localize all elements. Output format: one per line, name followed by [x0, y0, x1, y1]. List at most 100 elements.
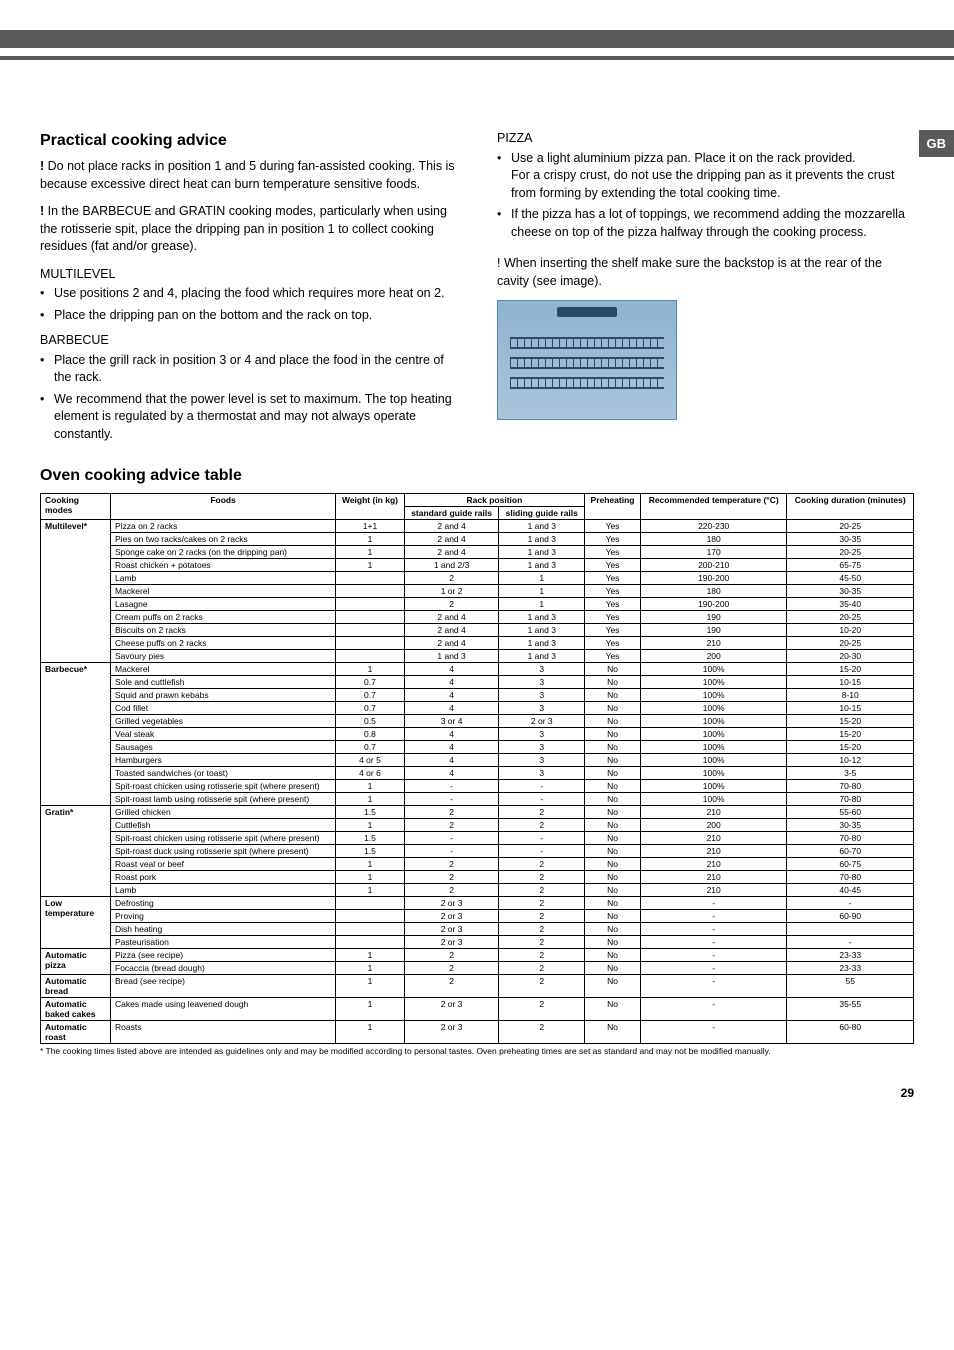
table-cell: 1 and 3: [499, 559, 585, 572]
table-cell: 15-20: [787, 663, 914, 676]
table-cell: Yes: [585, 546, 641, 559]
table-row: Gratin*Grilled chicken1.522No21055-60: [41, 806, 914, 819]
table-cell: -: [499, 845, 585, 858]
cavity-handle: [557, 307, 617, 317]
table-cell: 1: [499, 585, 585, 598]
table-cell: 4: [404, 689, 499, 702]
table-cell: No: [585, 806, 641, 819]
table-cell: 20-25: [787, 611, 914, 624]
table-cell: 4: [404, 741, 499, 754]
table-row: Roast veal or beef122No21060-75: [41, 858, 914, 871]
table-cell: 2: [499, 910, 585, 923]
table-cell: No: [585, 819, 641, 832]
table-cell: 100%: [640, 741, 787, 754]
table-cell: 65-75: [787, 559, 914, 572]
table-cell: 2 or 3: [404, 923, 499, 936]
page-number: 29: [40, 1086, 914, 1100]
table-cell: No: [585, 975, 641, 998]
table-cell: 2 and 4: [404, 624, 499, 637]
table-cell: 60-75: [787, 858, 914, 871]
table-cell: No: [585, 715, 641, 728]
table-row: Automatic baked cakesCakes made using le…: [41, 998, 914, 1021]
table-cell: 23-33: [787, 962, 914, 975]
table-cell: -: [499, 793, 585, 806]
cavity-rack: [510, 357, 664, 369]
table-cell: No: [585, 767, 641, 780]
table-cell: 2 and 4: [404, 637, 499, 650]
table-cell: Veal steak: [111, 728, 336, 741]
mode-cell: Multilevel*: [41, 520, 111, 663]
table-cell: 2 and 4: [404, 520, 499, 533]
table-cell: 180: [640, 533, 787, 546]
table-cell: 4 or 5: [336, 754, 405, 767]
table-cell: 1: [336, 780, 405, 793]
table-cell: Defrosting: [111, 897, 336, 910]
table-cell: 4: [404, 663, 499, 676]
table-row: Roast pork122No21070-80: [41, 871, 914, 884]
table-cell: 100%: [640, 728, 787, 741]
table-cell: No: [585, 962, 641, 975]
table-cell: No: [585, 793, 641, 806]
locale-tab: GB: [919, 130, 954, 157]
table-cell: Squid and prawn kebabs: [111, 689, 336, 702]
table-cell: 190: [640, 611, 787, 624]
table-cell: 2 or 3: [404, 936, 499, 949]
table-cell: Proving: [111, 910, 336, 923]
table-cell: 210: [640, 884, 787, 897]
table-cell: 3: [499, 754, 585, 767]
table-row: Sponge cake on 2 racks (on the dripping …: [41, 546, 914, 559]
table-cell: 35-40: [787, 598, 914, 611]
table-cell: 2: [499, 884, 585, 897]
table-row: Roast chicken + potatoes11 and 2/31 and …: [41, 559, 914, 572]
table-cell: Spit-roast chicken using rotisserie spit…: [111, 780, 336, 793]
table-cell: 60-90: [787, 910, 914, 923]
table-cell: [787, 923, 914, 936]
table-cell: No: [585, 897, 641, 910]
table-cell: 2: [499, 897, 585, 910]
table-cell: Spit-roast lamb using rotisserie spit (w…: [111, 793, 336, 806]
table-row: Pies on two racks/cakes on 2 racks12 and…: [41, 533, 914, 546]
table-cell: 35-55: [787, 998, 914, 1021]
left-column: Practical cooking advice ! Do not place …: [40, 130, 457, 447]
table-cell: 3: [499, 767, 585, 780]
table-cell: Cod fillet: [111, 702, 336, 715]
table-title: Oven cooking advice table: [40, 467, 914, 485]
table-row: Automatic roastRoasts12 or 32No-60-80: [41, 1021, 914, 1044]
table-cell: 1 and 3: [499, 533, 585, 546]
table-cell: 1: [336, 546, 405, 559]
table-cell: 220-230: [640, 520, 787, 533]
table-cell: No: [585, 728, 641, 741]
table-footnote: * The cooking times listed above are int…: [40, 1046, 914, 1056]
table-cell: 3: [499, 689, 585, 702]
table-cell: 2: [499, 871, 585, 884]
table-cell: Yes: [585, 637, 641, 650]
table-cell: -: [404, 832, 499, 845]
th-duration: Cooking duration (minutes): [787, 494, 914, 520]
table-cell: 2 or 3: [404, 897, 499, 910]
table-cell: 1: [336, 975, 405, 998]
table-cell: 70-80: [787, 832, 914, 845]
table-cell: Lamb: [111, 572, 336, 585]
table-cell: 3: [499, 741, 585, 754]
table-row: Pasteurisation2 or 32No--: [41, 936, 914, 949]
mode-cell: Barbecue*: [41, 663, 111, 806]
table-cell: Yes: [585, 650, 641, 663]
table-cell: -: [640, 923, 787, 936]
table-row: Cod fillet0.743No100%10-15: [41, 702, 914, 715]
table-cell: No: [585, 702, 641, 715]
table-row: Savoury pies1 and 31 and 3Yes20020-30: [41, 650, 914, 663]
table-cell: 60-80: [787, 1021, 914, 1044]
table-cell: No: [585, 741, 641, 754]
table-cell: Biscuits on 2 racks: [111, 624, 336, 637]
table-cell: 1+1: [336, 520, 405, 533]
table-cell: 1: [336, 819, 405, 832]
table-cell: -: [404, 793, 499, 806]
table-cell: -: [499, 780, 585, 793]
table-cell: Yes: [585, 559, 641, 572]
table-cell: 3: [499, 728, 585, 741]
table-row: Multilevel*Pizza on 2 racks1+12 and 41 a…: [41, 520, 914, 533]
table-cell: 2: [404, 949, 499, 962]
pizza-list: Use a light aluminium pizza pan. Place i…: [497, 150, 914, 242]
table-cell: 70-80: [787, 793, 914, 806]
table-cell: No: [585, 936, 641, 949]
